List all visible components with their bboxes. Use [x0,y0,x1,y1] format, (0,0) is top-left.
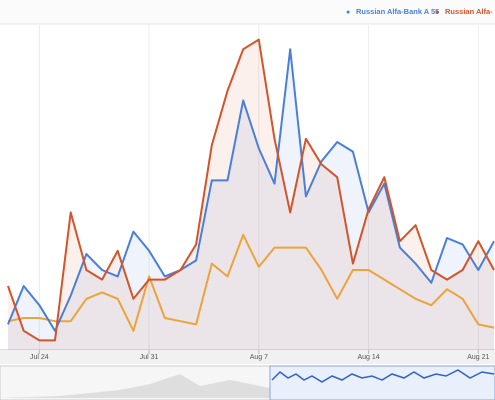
series-line [7,233,495,332]
x-axis-band [0,350,495,364]
legend-bar [0,0,495,24]
x-tick-label: Aug 14 [357,354,379,361]
legend-label[interactable]: Russian Alfa- [445,7,493,16]
series-area [8,49,494,350]
x-tick-label: Aug 21 [467,354,489,361]
legend-label[interactable]: Russian Alfa-Bank A 55 [356,7,439,16]
navigator-area [0,374,270,398]
x-tick-label: Aug 7 [250,354,268,361]
legend-marker: ● [346,9,350,16]
series-line [7,48,495,332]
navigator-line [271,369,495,383]
legend-marker: ● [435,9,439,16]
x-tick-label: Jul 24 [30,354,49,361]
series-line [7,38,495,342]
x-tick-label: Jul 31 [140,354,159,361]
navigator-window [269,365,495,400]
